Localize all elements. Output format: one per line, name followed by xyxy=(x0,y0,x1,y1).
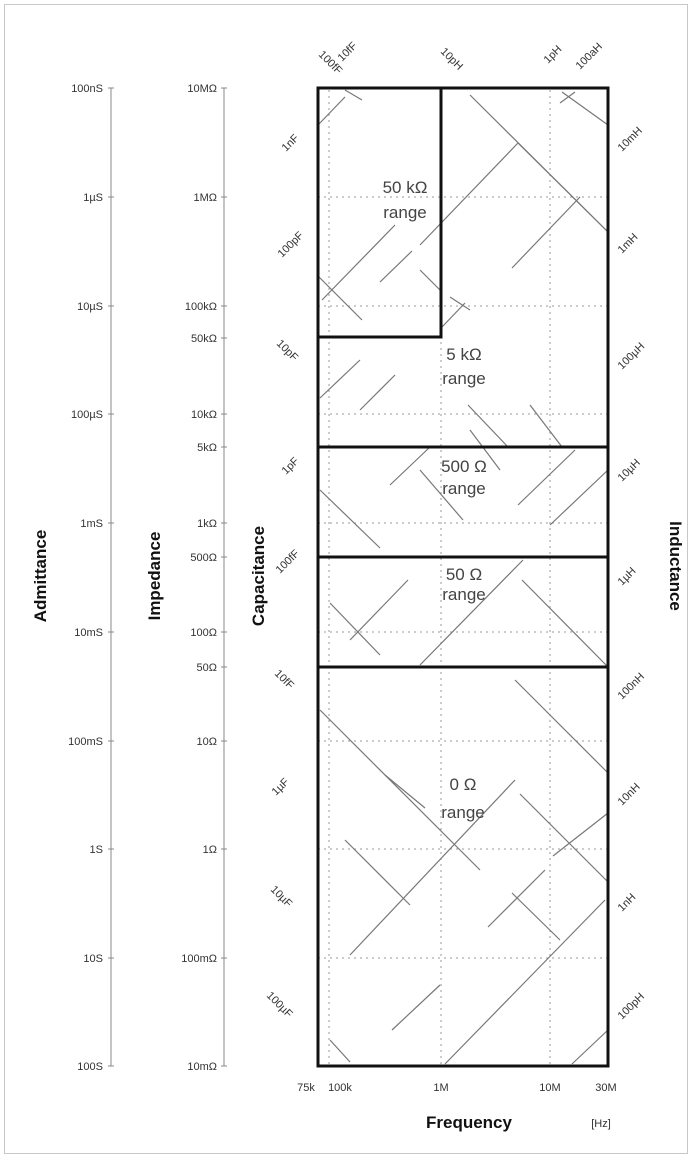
capacitance-label: 10µF xyxy=(268,884,295,911)
inductance-label: 1µH xyxy=(616,565,639,588)
inductance-label: 1mH xyxy=(616,231,641,256)
inductance-label: 1nH xyxy=(616,891,639,914)
admittance-tick: 100S xyxy=(77,1061,103,1073)
impedance-tick: 1kΩ xyxy=(197,518,217,530)
impedance-tick: 100kΩ xyxy=(185,301,217,313)
range-50k-title: 50 kΩ xyxy=(383,178,428,197)
diagonal-lines xyxy=(317,89,609,1065)
top-label: 1pH xyxy=(542,43,565,66)
admittance-tick: 10mS xyxy=(74,627,103,639)
range-500-sub: range xyxy=(442,479,485,498)
impedance-title: Impedance xyxy=(145,532,164,621)
inductance-label: 10nH xyxy=(616,781,643,808)
capacitance-label: 1nF xyxy=(280,132,302,154)
admittance-tick: 10µS xyxy=(77,301,103,313)
range-50-title: 50 Ω xyxy=(446,565,482,584)
inductance-title: Inductance xyxy=(666,521,685,611)
admittance-title: Admittance xyxy=(31,530,50,623)
inductance-label: 10µH xyxy=(616,457,643,484)
range-5k-sub: range xyxy=(442,369,485,388)
impedance-ticks xyxy=(221,87,227,1067)
impedance-tick: 10mΩ xyxy=(187,1061,217,1073)
impedance-tick: 50Ω xyxy=(197,662,217,674)
capacitance-label: 100pF xyxy=(276,229,307,260)
capacitance-label: 10pF xyxy=(274,338,300,364)
figure-frame xyxy=(4,4,688,1154)
admittance-tick: 100µS xyxy=(71,409,103,421)
impedance-tick: 50kΩ xyxy=(191,333,217,345)
capacitance-label: 1µF xyxy=(270,776,292,798)
range-500-title: 500 Ω xyxy=(441,457,487,476)
admittance-tick: 10S xyxy=(83,953,103,965)
capacitance-title: Capacitance xyxy=(249,526,268,626)
admittance-tick: 100nS xyxy=(71,83,103,95)
frequency-tick: 30M xyxy=(595,1082,616,1094)
admittance-ticks xyxy=(108,87,114,1067)
frequency-tick: 100k xyxy=(328,1082,352,1094)
frequency-tick: 75k xyxy=(297,1082,315,1094)
impedance-tick: 1Ω xyxy=(203,844,217,856)
frequency-tick: 10M xyxy=(539,1082,560,1094)
impedance-tick: 10kΩ xyxy=(191,409,217,421)
impedance-tick: 5kΩ xyxy=(197,442,217,454)
range-50k-sub: range xyxy=(383,203,426,222)
frequency-unit: [Hz] xyxy=(591,1118,611,1130)
capacitance-label: 100µF xyxy=(264,990,295,1021)
impedance-tick: 10MΩ xyxy=(187,83,217,95)
range-0-title: 0 Ω xyxy=(450,775,477,794)
impedance-tick: 100mΩ xyxy=(181,953,217,965)
admittance-tick: 100mS xyxy=(68,736,103,748)
range-boxes xyxy=(316,86,610,1068)
grid xyxy=(318,90,608,1064)
inductance-label: 100µH xyxy=(616,341,648,373)
top-label: 10fF xyxy=(336,40,360,64)
range-50-sub: range xyxy=(442,585,485,604)
capacitance-label: 1pF xyxy=(280,455,302,477)
top-label: 10pH xyxy=(438,46,465,73)
admittance-tick: 1µS xyxy=(83,192,103,204)
inductance-label: 10mH xyxy=(616,125,645,154)
top-label: 100aH xyxy=(574,41,605,72)
inductance-label: 100nH xyxy=(616,671,647,702)
frequency-title: Frequency xyxy=(426,1113,513,1132)
impedance-tick: 100Ω xyxy=(190,627,217,639)
frequency-tick: 1M xyxy=(433,1082,448,1094)
impedance-tick: 1MΩ xyxy=(193,192,217,204)
impedance-tick: 500Ω xyxy=(190,552,217,564)
range-0-sub: range xyxy=(441,803,484,822)
admittance-tick: 1mS xyxy=(80,518,103,530)
range-5k-title: 5 kΩ xyxy=(446,345,481,364)
capacitance-label: 10fF xyxy=(272,668,296,692)
inductance-label: 100pH xyxy=(616,991,647,1022)
admittance-tick: 1S xyxy=(90,844,103,856)
capacitance-label: 100fF xyxy=(274,548,303,577)
impedance-tick: 10Ω xyxy=(197,736,217,748)
